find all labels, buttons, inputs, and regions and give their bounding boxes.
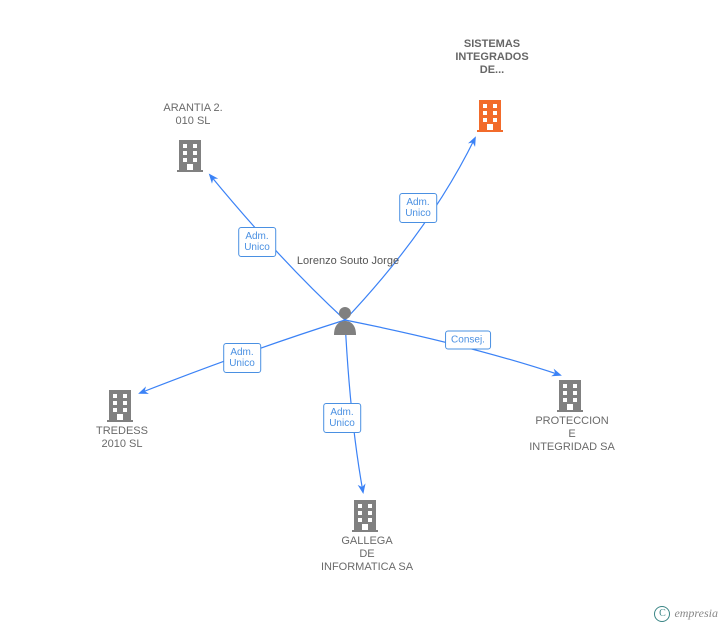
node-label-sistemas: SISTEMAS INTEGRADOS DE...	[455, 38, 528, 77]
node-label-proteccion: PROTECCION E INTEGRIDAD SA	[529, 415, 615, 454]
edge-label-gallega: Adm. Unico	[323, 403, 361, 433]
edge-sistemas	[345, 138, 475, 320]
watermark-text: mpresia	[680, 606, 718, 620]
node-label-arantia: ARANTIA 2. 010 SL	[163, 102, 222, 128]
edge-label-proteccion: Consej.	[445, 331, 491, 350]
building-icon-proteccion[interactable]	[555, 378, 585, 412]
diagram-canvas: Adm. Unico Adm. Unico Adm. Unico Adm. Unico…	[0, 0, 728, 630]
edge-label-sistemas: Adm. Unico	[399, 193, 437, 223]
copyright-icon: C	[654, 606, 670, 622]
edge-label-tredess: Adm. Unico	[223, 343, 261, 373]
edge-arantia	[210, 175, 345, 320]
building-icon-sistemas[interactable]	[475, 98, 505, 132]
person-label: Lorenzo Souto Jorge	[297, 255, 399, 268]
node-label-tredess: TREDESS 2010 SL	[96, 425, 148, 451]
edge-label-arantia: Adm. Unico	[238, 227, 276, 257]
building-icon-gallega[interactable]	[350, 498, 380, 532]
building-icon-tredess[interactable]	[105, 388, 135, 422]
node-label-gallega: GALLEGA DE INFORMATICA SA	[321, 535, 413, 574]
person-icon[interactable]	[332, 305, 358, 335]
building-icon-arantia[interactable]	[175, 138, 205, 172]
watermark: Cempresia	[654, 606, 718, 622]
